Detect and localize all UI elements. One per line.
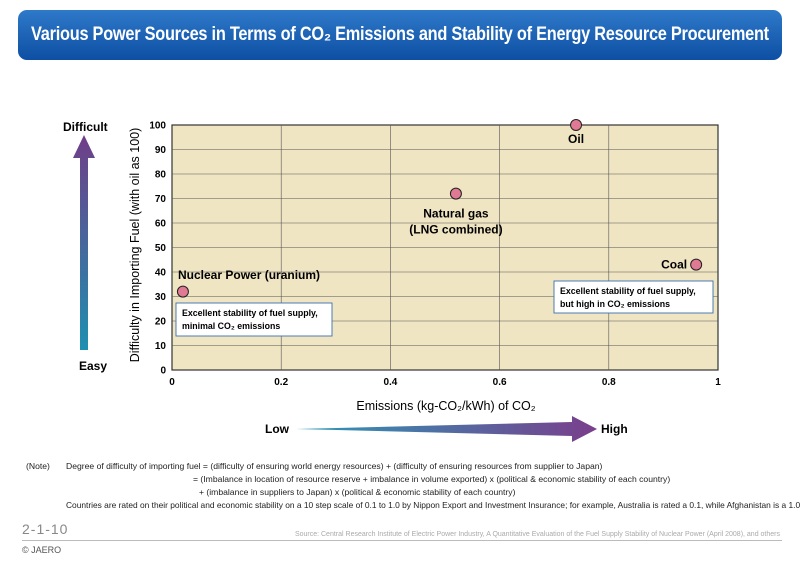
annotation-text: Excellent stability of fuel supply, (182, 308, 318, 318)
note-line-2: = (Imbalance in location of resource res… (193, 474, 671, 484)
annotation-text: Excellent stability of fuel supply, (560, 286, 696, 296)
data-point-label: Oil (568, 132, 584, 146)
x-tick-label: 0.6 (493, 377, 507, 388)
note-line-3: + (imbalance in suppliers to Japan) x (p… (199, 487, 516, 497)
y-tick-label: 10 (155, 341, 167, 352)
note-line-4: Countries are rated on their political a… (66, 500, 800, 510)
x-tick-label: 0.4 (383, 377, 397, 388)
annotation-box (175, 302, 333, 337)
data-point-label: Natural gas (423, 207, 489, 221)
y-arrow-bottom-label: Easy (79, 359, 107, 373)
data-point-label: Nuclear Power (uranium) (178, 268, 320, 282)
title-banner: Various Power Sources in Terms of CO₂ Em… (18, 10, 782, 60)
x-tick-label: 0 (169, 377, 175, 388)
chart-title: Various Power Sources in Terms of CO₂ Em… (31, 24, 769, 45)
note-label: (Note) (26, 461, 50, 471)
annotation-text: minimal CO₂ emissions (182, 321, 280, 331)
y-tick-label: 90 (155, 145, 167, 156)
x-arrow-right-label: High (601, 422, 628, 436)
y-axis-label: Difficulty in Importing Fuel (with oil a… (128, 128, 142, 363)
scatter-chart: Difficult Easy Low High Difficulty in Im… (63, 119, 721, 442)
x-axis-arrow (296, 416, 597, 442)
data-point-label: (LNG combined) (409, 223, 502, 237)
y-tick-label: 30 (155, 292, 167, 303)
data-point (690, 258, 703, 271)
copyright: © JAERO (22, 545, 62, 555)
annotation-box (553, 280, 714, 314)
y-tick-label: 50 (155, 243, 167, 254)
x-axis-label: Emissions (kg-CO₂/kWh) of CO₂ (356, 399, 535, 413)
page-number: 2-1-10 (22, 521, 69, 537)
y-tick-label: 100 (149, 121, 166, 132)
data-point-label: Coal (661, 258, 687, 272)
x-tick-label: 1 (715, 377, 721, 388)
y-tick-label: 0 (160, 366, 166, 377)
x-tick-label: 0.2 (274, 377, 288, 388)
data-point (449, 187, 462, 200)
x-arrow-left-label: Low (265, 422, 290, 436)
footer-divider (22, 540, 782, 541)
y-tick-label: 20 (155, 317, 167, 328)
data-point (176, 285, 189, 298)
y-tick-label: 40 (155, 268, 167, 279)
y-tick-label: 70 (155, 194, 167, 205)
y-arrow-top-label: Difficult (63, 120, 108, 134)
y-tick-label: 80 (155, 170, 167, 181)
annotation-text: but high in CO₂ emissions (560, 299, 670, 309)
y-tick-label: 60 (155, 219, 167, 230)
source-text: Source: Central Research Institute of El… (294, 531, 780, 538)
note-line-1: Degree of difficulty of importing fuel =… (66, 461, 603, 471)
x-tick-label: 0.8 (602, 377, 616, 388)
y-axis-arrow (73, 135, 95, 350)
data-point (570, 119, 583, 131)
